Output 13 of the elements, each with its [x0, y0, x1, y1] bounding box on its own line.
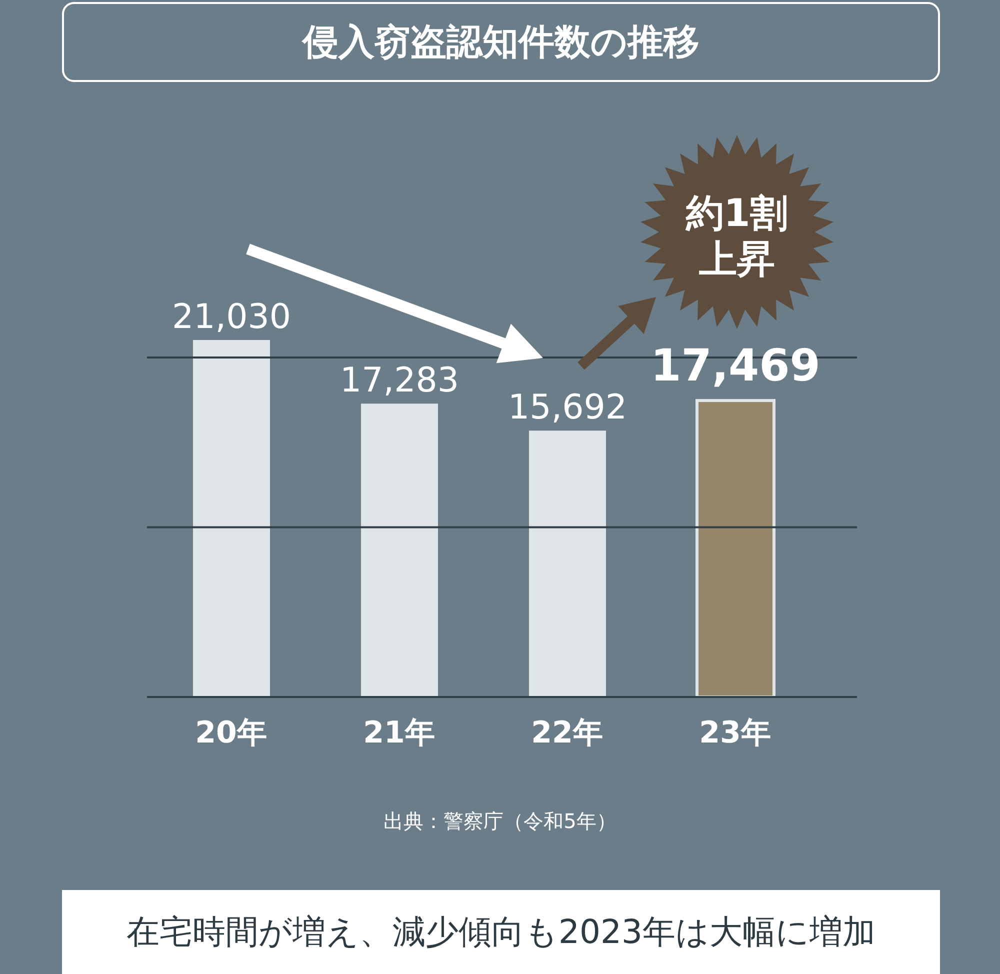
data-label: 21,030 [172, 297, 291, 337]
title-frame: 侵入窃盗認知件数の推移 [62, 2, 940, 82]
caption-box: 在宅時間が増え、減少傾向も2023年は大幅に増加 [62, 890, 940, 974]
chart-title: 侵入窃盗認知件数の推移 [302, 20, 700, 64]
x-tick-label: 22年 [531, 715, 603, 750]
x-tick-label: 23年 [699, 715, 771, 750]
source-note: 出典：警察庁（令和5年） [384, 808, 616, 835]
data-label: 17,283 [340, 360, 459, 401]
x-tick-label: 20年 [195, 715, 267, 750]
text: 約1割上昇 [686, 191, 788, 281]
data-label: 17,469 [650, 340, 820, 392]
x-tick-label: 21年 [363, 715, 435, 750]
data-label: 15,692 [508, 388, 627, 428]
